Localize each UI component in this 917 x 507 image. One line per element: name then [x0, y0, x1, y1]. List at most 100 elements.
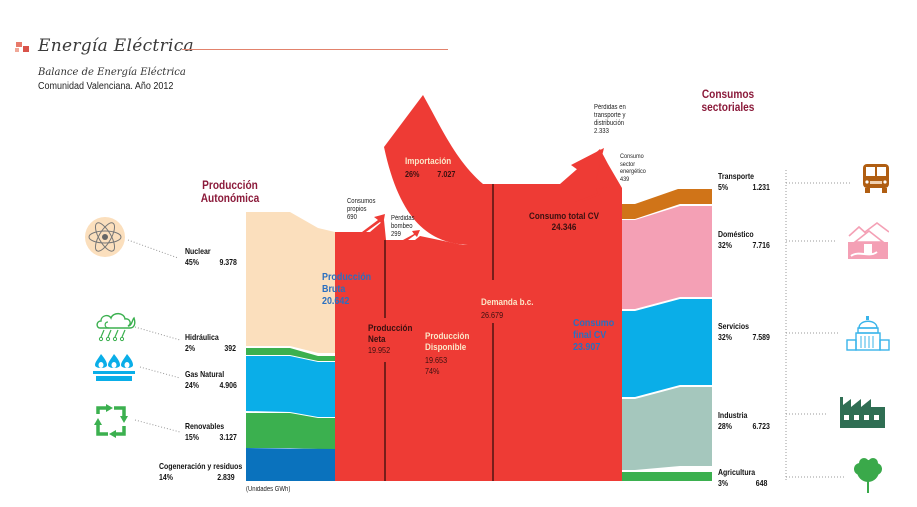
- source-renovables-percent: 15%: [185, 432, 199, 442]
- consumo-final-cv-line2: final CV: [573, 329, 607, 341]
- leader-hidraulica: [134, 326, 181, 341]
- source-renovables-value: 3.127: [219, 432, 237, 442]
- arrow-perdidas-transporte: [550, 148, 604, 200]
- source-cogeneracion: Cogeneración y residuos 14% 2.839: [159, 461, 243, 483]
- produccion-bruta-line1: Producción: [322, 271, 372, 283]
- consumo-total-cv-label: Consumo total CV 24.346: [524, 211, 604, 233]
- perdidas-transporte-line2: transporte y: [594, 112, 626, 119]
- arrow-consumos-propios: [362, 214, 385, 232]
- consumo-final-cv-line1: Consumo: [573, 317, 615, 329]
- tree-icon: [852, 457, 884, 493]
- rain-cloud-icon: [94, 310, 138, 342]
- flow-gas-natural: [246, 356, 335, 417]
- consumo-final-cv-label: Consumo final CV 23.907: [573, 317, 614, 353]
- produccion-disponible-line2: Disponible: [425, 342, 467, 353]
- consumo-total-cv-name: Consumo total CV: [529, 211, 599, 222]
- importacion-values: 26% 7.027: [405, 169, 465, 180]
- source-cogeneracion-value: 2.839: [217, 472, 235, 482]
- produccion-disponible-line1: Producción: [425, 331, 470, 342]
- perdidas-transporte-value: 2.333: [594, 128, 609, 135]
- source-nuclear-percent: 45%: [185, 257, 199, 267]
- production-section-title: Producción Autonómica: [195, 180, 265, 206]
- flow-transporte: [622, 189, 712, 219]
- sector-agricultura-percent: 3%: [718, 478, 729, 488]
- source-hidraulica-value: 392: [224, 343, 236, 353]
- perdidas-bombeo-line2: bombeo: [391, 223, 413, 230]
- source-nuclear-name: Nuclear: [185, 246, 211, 256]
- sector-servicios: Servicios 32% 7.589: [718, 321, 775, 343]
- sector-servicios-name: Servicios: [718, 321, 750, 331]
- consumo-sector-energetico-line3: energético: [620, 168, 646, 175]
- page-subtitle: Balance de Energía Eléctrica: [38, 67, 186, 78]
- produccion-neta-label: Producción Neta 19.952: [368, 323, 412, 356]
- leader-nuclear: [127, 239, 179, 259]
- produccion-neta-value: 19.952: [368, 345, 391, 355]
- flow-renovables: [246, 413, 335, 449]
- perdidas-bombeo-value: 299: [391, 231, 401, 238]
- flow-agricultura: [622, 472, 712, 481]
- consumption-title-line1: Consumos: [701, 89, 755, 101]
- produccion-bruta-label: Producción Bruta 20.642: [322, 271, 371, 307]
- source-nuclear-value: 9.378: [219, 257, 237, 267]
- produccion-neta-line1: Producción: [368, 323, 413, 334]
- produccion-bruta-value: 20.642: [322, 295, 350, 307]
- flow-domestico: [622, 206, 712, 309]
- consumo-sector-energetico-label: Consumo sector energético 439: [620, 153, 646, 183]
- importacion-percent: 26%: [405, 169, 420, 179]
- title-divider: [182, 49, 448, 50]
- recycle-icon: [92, 404, 130, 438]
- source-cogeneracion-name: Cogeneración y residuos: [159, 461, 243, 471]
- arrow-consumo-sector-energetico: [575, 187, 610, 202]
- houses-icon: [847, 222, 889, 260]
- sector-domestico: Doméstico 32% 7.716: [718, 229, 775, 251]
- sector-domestico-percent: 32%: [718, 240, 732, 250]
- consumos-propios-label: Consumos propios 690: [347, 198, 375, 222]
- flow-main: [335, 149, 622, 481]
- produccion-neta-line2: Neta: [368, 334, 386, 345]
- flow-cogeneracion: [246, 448, 335, 481]
- perdidas-bombeo-line1: Pérdidas: [391, 215, 415, 222]
- perdidas-transporte-line1: Pérdidas en: [594, 104, 626, 111]
- perdidas-transporte-line3: distribución: [594, 120, 625, 127]
- produccion-disponible-percent: 74%: [425, 366, 440, 376]
- sector-agricultura-name: Agricultura: [718, 467, 756, 477]
- sector-domestico-name: Doméstico: [718, 229, 754, 239]
- sector-domestico-value: 7.716: [752, 240, 770, 250]
- sector-servicios-percent: 32%: [718, 332, 732, 342]
- perdidas-bombeo-label: Pérdidas bombeo 299: [391, 215, 414, 239]
- sector-agricultura-value: 648: [755, 478, 768, 488]
- sector-transporte-value: 1.231: [752, 182, 770, 192]
- source-gas-natural-name: Gas Natural: [185, 369, 225, 379]
- sector-servicios-value: 7.589: [752, 332, 770, 342]
- capitol-building-icon: [846, 316, 890, 352]
- importacion-value: 7.027: [437, 169, 456, 179]
- sector-industria-value: 6.723: [752, 421, 770, 431]
- source-renovables-name: Renovables: [185, 421, 225, 431]
- source-hidraulica: Hidráulica 2% 392: [185, 332, 242, 354]
- page-title: Energía Eléctrica: [38, 36, 194, 56]
- flow-servicios: [622, 299, 712, 397]
- sector-transporte-percent: 5%: [718, 182, 729, 192]
- consumption-title-line2: sectoriales: [701, 102, 755, 114]
- bus-icon: [861, 162, 891, 194]
- flow-industria: [622, 387, 712, 470]
- importacion-name: Importación: [405, 156, 452, 167]
- produccion-disponible-value: 19.653: [425, 355, 448, 365]
- consumo-final-cv-value: 23.907: [573, 341, 601, 353]
- produccion-bruta-line2: Bruta: [322, 283, 346, 295]
- consumos-propios-line1: Consumos: [347, 198, 376, 205]
- sector-transporte: Transporte 5% 1.231: [718, 171, 775, 193]
- leader-renovables: [134, 419, 181, 433]
- gas-flame-icon: [93, 350, 135, 382]
- production-title-line2: Autonómica: [200, 193, 260, 205]
- region-year: Comunidad Valenciana. Año 2012: [38, 81, 174, 92]
- sector-industria-name: Industria: [718, 410, 748, 420]
- atom-icon: [84, 216, 126, 258]
- sector-transporte-name: Transporte: [718, 171, 755, 181]
- sector-industria: Industria 28% 6.723: [718, 410, 775, 432]
- production-title-line1: Producción: [202, 180, 258, 192]
- leader-gas: [139, 366, 181, 379]
- consumo-sector-energetico-line1: Consumo: [620, 153, 644, 160]
- factory-icon: [840, 395, 885, 428]
